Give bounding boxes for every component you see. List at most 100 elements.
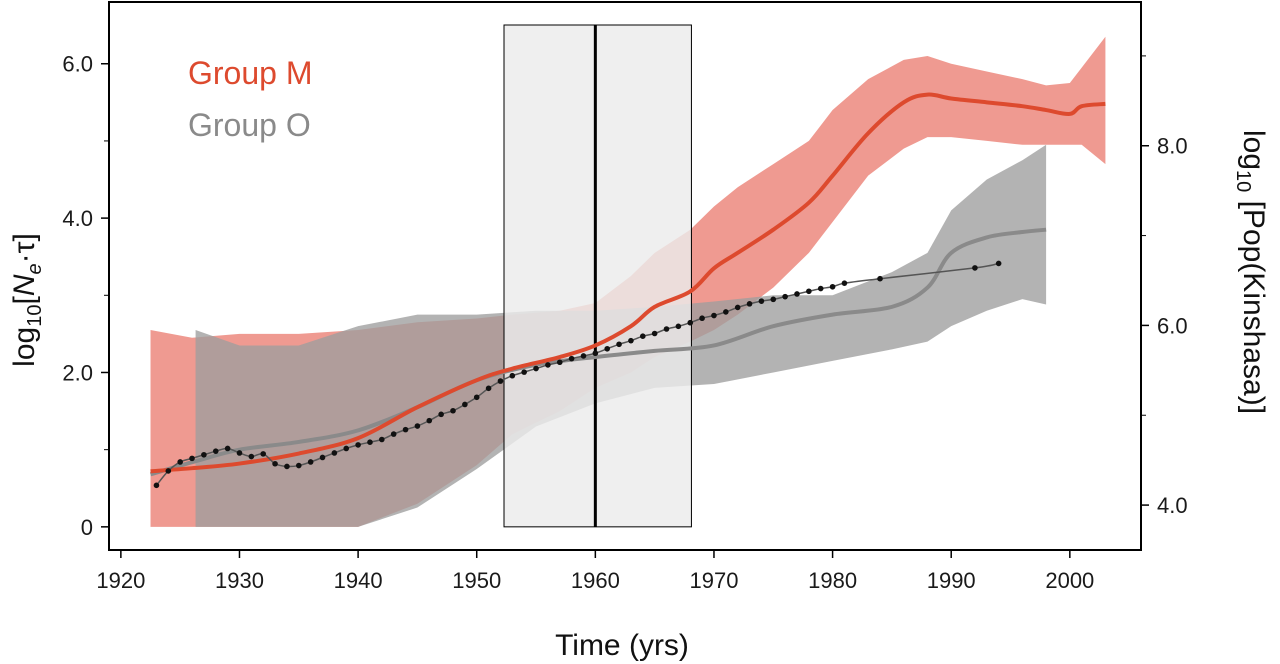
population-point (497, 378, 504, 384)
population-point (272, 460, 278, 467)
population-point (331, 450, 338, 456)
plot-frame (108, 1, 1142, 551)
population-point (675, 323, 682, 330)
y-left-title-tau: ·τ] (8, 233, 41, 263)
y-left-tick-label: 0 (81, 515, 93, 540)
population-point (509, 372, 516, 379)
y-right-tick-label: 8.0 (1157, 134, 1188, 159)
population-point (533, 365, 539, 372)
population-point (165, 468, 172, 474)
y-left-title-base: 10 (24, 305, 46, 327)
y-right-title-rest: [Pop(Kinshasa)] (1237, 192, 1270, 414)
population-point (841, 280, 848, 286)
population-point (212, 448, 219, 454)
legend-group-o: Group O (188, 107, 311, 143)
population-point (651, 330, 658, 337)
population-point (462, 401, 468, 408)
population-point (485, 385, 492, 392)
population-point (995, 260, 1002, 267)
population-point (556, 359, 563, 366)
population-point (450, 407, 456, 414)
y-right-title-base: 10 (1232, 170, 1254, 192)
x-tick-label: 1950 (452, 568, 501, 593)
population-point (224, 445, 231, 452)
y-left-tick-label: 4.0 (62, 206, 93, 231)
highlight-region (503, 24, 692, 528)
population-point (806, 288, 812, 295)
x-tick-label: 1920 (96, 568, 145, 593)
x-tick-label: 1970 (689, 568, 738, 593)
x-axis-title: Time (yrs) (555, 629, 689, 662)
population-point (592, 350, 599, 357)
population-point (201, 451, 207, 458)
population-point (236, 450, 243, 456)
y-axis-right-title: log10 [Pop(Kinshasa)] (1232, 130, 1270, 414)
population-point (782, 293, 788, 300)
group-o-line (149, 227, 1047, 477)
population-point (770, 296, 777, 303)
population-point (972, 265, 978, 271)
population-point (723, 309, 729, 315)
population-point (829, 283, 836, 290)
y-axis-left-title: log10[Ne·τ] (8, 233, 46, 367)
population-point (248, 453, 255, 460)
population-point (319, 454, 326, 461)
legend-group-m: Group M (188, 55, 312, 91)
population-point (568, 355, 575, 362)
population-point (390, 431, 397, 437)
population-point (545, 362, 551, 368)
population-point (260, 451, 267, 457)
population-point (604, 345, 611, 352)
x-tick-label: 1940 (334, 568, 383, 593)
population-point (177, 459, 183, 465)
highlight-box (503, 24, 692, 528)
population-point (355, 442, 361, 448)
y-left-title-bracket: [ (8, 296, 41, 305)
y-right-title-log: log (1237, 130, 1270, 170)
y-right-tick-label: 4.0 (1157, 493, 1188, 518)
population-point (699, 315, 705, 322)
population-point (284, 463, 290, 470)
population-point (343, 445, 350, 452)
population-point (663, 326, 670, 332)
population-point (402, 426, 409, 433)
population-point (414, 423, 421, 429)
population-point (817, 285, 824, 292)
y-left-title-log: log (8, 327, 41, 367)
y-left-tick-label: 2.0 (62, 360, 93, 385)
population-point (307, 459, 314, 465)
x-tick-label: 2000 (1045, 568, 1094, 593)
population-point (639, 333, 646, 339)
population-point (628, 337, 634, 344)
population-point (616, 341, 622, 348)
series-lines (149, 92, 1106, 477)
x-tick-label: 1930 (215, 568, 264, 593)
population-point (580, 353, 587, 359)
population-point (877, 275, 883, 282)
y-right-tick-label: 6.0 (1157, 313, 1188, 338)
x-tick-label: 1980 (808, 568, 857, 593)
population-point (758, 298, 765, 304)
axes: 1920 1930 1940 1950 1960 1970 1980 1990 2000 0 2.0… (62, 52, 1187, 593)
population-point (426, 417, 433, 424)
population-point (746, 301, 753, 307)
x-tick-label: 1990 (927, 568, 976, 593)
population-point (367, 439, 373, 445)
population-point (295, 462, 302, 469)
y-left-title-e: e (24, 263, 46, 274)
population-point (521, 369, 527, 375)
population-point (687, 319, 694, 326)
y-left-tick-label: 6.0 (62, 52, 93, 77)
population-point (379, 436, 385, 443)
population-point (794, 291, 800, 297)
group-m-line (150, 92, 1106, 474)
population-point (711, 312, 717, 319)
x-tick-label: 1960 (571, 568, 620, 593)
y-left-title-n: N (8, 274, 41, 296)
population-point (473, 394, 480, 401)
population-point (734, 304, 741, 311)
population-point (438, 411, 444, 418)
population-point (153, 482, 160, 489)
population-point (189, 455, 195, 462)
